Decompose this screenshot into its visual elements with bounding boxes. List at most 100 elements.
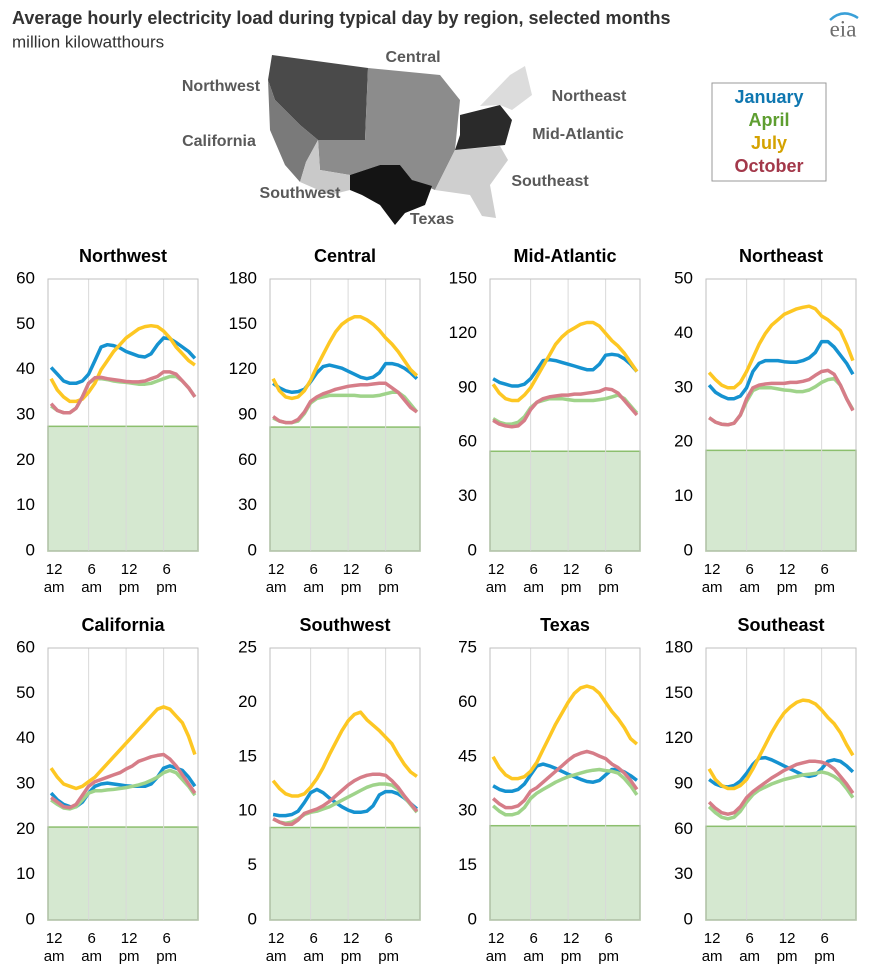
x-tick-label: 12 pm <box>561 561 582 596</box>
y-tick-label: 60 <box>458 692 477 711</box>
y-tick-label: 45 <box>458 746 477 765</box>
x-tick-label: 6 am <box>303 930 324 965</box>
x-tick-label: 6 am <box>303 561 324 596</box>
shaded-area <box>705 825 857 921</box>
y-tick-label: 90 <box>674 773 693 792</box>
legend-label: April <box>748 110 789 130</box>
y-tick-label: 90 <box>458 377 477 396</box>
y-tick-label: 60 <box>458 432 477 451</box>
plot-frame <box>489 647 641 921</box>
series-line <box>50 752 197 810</box>
panel-title: Southwest <box>299 615 390 635</box>
y-tick-label: 75 <box>458 637 477 656</box>
y-tick-label: 50 <box>16 683 35 702</box>
y-tick-label: 50 <box>16 314 35 333</box>
map-label: California <box>182 133 256 150</box>
chart-subtitle: million kilowatthours <box>12 32 164 51</box>
y-tick-label: 10 <box>674 486 693 505</box>
map-label: Northeast <box>552 88 627 105</box>
y-tick-label: 0 <box>468 909 477 928</box>
y-tick-label: 10 <box>16 495 35 514</box>
x-tick-label: 12 am <box>266 561 287 596</box>
x-tick-label: 12 am <box>44 561 65 596</box>
series-line <box>492 386 639 429</box>
x-tick-label: 12 am <box>486 561 507 596</box>
y-tick-label: 120 <box>665 728 693 747</box>
plot-frame <box>705 647 857 921</box>
panel-title: Mid-Atlantic <box>514 246 617 266</box>
x-tick-label: 12 pm <box>341 930 362 965</box>
y-tick-label: 0 <box>468 540 477 559</box>
series-line <box>272 381 418 425</box>
shaded-area <box>489 824 641 921</box>
x-tick-label: 12 am <box>702 930 723 965</box>
y-tick-label: 90 <box>238 404 257 423</box>
x-tick-label: 6 pm <box>156 930 177 965</box>
x-tick-label: 12 pm <box>561 930 582 965</box>
map-region <box>455 105 512 150</box>
shaded-area <box>47 425 199 552</box>
panel-title: Central <box>314 246 376 266</box>
map-region <box>318 68 460 190</box>
map-region <box>435 146 508 218</box>
x-tick-label: 6 pm <box>814 930 835 965</box>
x-tick-label: 12 am <box>44 930 65 965</box>
y-tick-label: 30 <box>16 773 35 792</box>
panel-title: Texas <box>540 615 590 635</box>
y-tick-label: 15 <box>458 855 477 874</box>
x-tick-label: 6 pm <box>378 561 399 596</box>
plot-frame <box>705 278 857 552</box>
x-tick-label: 12 pm <box>119 930 140 965</box>
legend-box <box>711 82 827 182</box>
x-tick-label: 12 pm <box>341 561 362 596</box>
x-tick-label: 6 am <box>523 930 544 965</box>
shaded-area <box>489 450 641 552</box>
map-region <box>480 66 532 110</box>
y-tick-label: 120 <box>449 323 477 342</box>
plot-frame <box>489 278 641 552</box>
map-region <box>268 80 318 182</box>
y-tick-label: 60 <box>16 268 35 287</box>
map-label: Central <box>385 49 440 66</box>
map-region <box>268 55 368 140</box>
panel-title: Northwest <box>79 246 167 266</box>
map-region <box>350 165 432 225</box>
y-tick-label: 0 <box>26 540 35 559</box>
map-label: Mid-Atlantic <box>532 126 624 143</box>
shaded-area <box>269 426 421 552</box>
series-line <box>492 393 639 426</box>
y-tick-label: 150 <box>449 268 477 287</box>
y-tick-label: 120 <box>229 359 257 378</box>
x-tick-label: 6 am <box>81 930 102 965</box>
series-line <box>492 762 638 794</box>
series-line <box>708 755 855 789</box>
y-tick-label: 180 <box>665 637 693 656</box>
series-line <box>49 323 196 404</box>
x-tick-label: 6 pm <box>156 561 177 596</box>
series-line <box>491 320 639 403</box>
series-line <box>271 710 418 798</box>
x-tick-label: 6 pm <box>814 561 835 596</box>
y-tick-label: 60 <box>238 450 257 469</box>
y-tick-label: 0 <box>684 540 693 559</box>
y-tick-label: 30 <box>16 404 35 423</box>
y-tick-label: 10 <box>16 864 35 883</box>
series-line <box>707 770 855 821</box>
y-tick-label: 60 <box>16 637 35 656</box>
x-tick-label: 6 am <box>739 930 760 965</box>
y-tick-label: 50 <box>674 268 693 287</box>
series-line <box>49 705 197 791</box>
shaded-area <box>705 449 857 552</box>
x-tick-label: 6 am <box>81 561 102 596</box>
x-tick-label: 6 pm <box>378 930 399 965</box>
series-line <box>707 304 855 390</box>
plot-frame <box>269 278 421 552</box>
shaded-area <box>47 826 199 921</box>
x-tick-label: 6 pm <box>598 561 619 596</box>
map-label: Northwest <box>182 78 261 95</box>
map-label: Southeast <box>511 173 589 190</box>
map-label: Southwest <box>260 185 342 202</box>
y-tick-label: 180 <box>229 268 257 287</box>
